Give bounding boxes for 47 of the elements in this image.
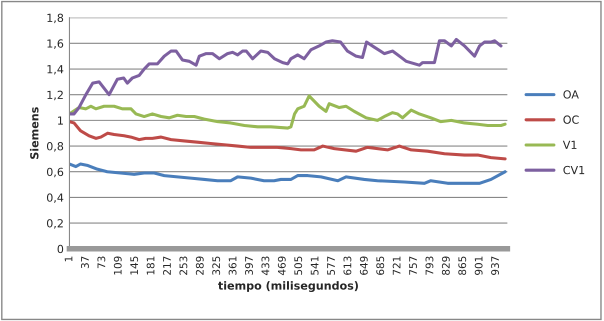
x-tick-label: 217: [163, 256, 171, 275]
x-tick-label: 721: [392, 256, 400, 275]
y-tick-label: 0,6: [46, 168, 64, 178]
x-tick-label: 181: [146, 256, 155, 274]
x-tick-label: 73: [97, 256, 106, 268]
x-tick-label: 649: [360, 256, 368, 275]
x-tick-label: 397: [245, 256, 253, 275]
x-tick-label: 325: [212, 256, 220, 275]
line-series: [69, 38, 503, 116]
y-tick-label: 0,2: [46, 219, 63, 229]
y-tick-label: 1,2: [47, 90, 63, 100]
legend-label: CV1: [563, 166, 584, 174]
line-series: [69, 120, 507, 160]
x-tick-label: 865: [458, 256, 466, 275]
y-tick-label: 1,6: [47, 39, 64, 49]
line-series: [69, 94, 507, 130]
x-tick-label: 613: [343, 256, 352, 275]
x-tick-label: 37: [81, 256, 89, 268]
line-series: [69, 162, 507, 185]
x-tick-label: 469: [278, 256, 286, 276]
y-tick-label: 1: [58, 116, 63, 125]
x-tick-label: 829: [442, 256, 450, 275]
y-tick-label: 0,4: [46, 193, 64, 203]
x-tick-label: 253: [179, 256, 188, 275]
x-tick-label: 289: [196, 256, 204, 275]
x-tick-label: 145: [130, 256, 138, 274]
x-tick-label: 937: [491, 256, 499, 275]
y-tick-label: 0: [58, 244, 64, 254]
legend-label: OC: [563, 115, 579, 124]
x-tick-label: 577: [327, 256, 335, 275]
x-tick-label: 109: [114, 256, 122, 274]
y-tick-label: 1,8: [47, 14, 64, 24]
y-tick-label: 0,8: [46, 142, 64, 152]
x-tick-label: 793: [425, 256, 434, 275]
legend-label: OA: [563, 90, 579, 99]
x-axis-title: tiempo (milisegundos): [218, 281, 358, 292]
x-tick-label: 685: [376, 256, 384, 275]
y-axis-title: Siemens: [30, 107, 39, 159]
x-tick-label: 757: [409, 256, 417, 275]
x-tick-label: 1: [64, 256, 72, 262]
x-tick-label: 361: [228, 256, 237, 275]
x-tick-label: 505: [294, 256, 302, 275]
legend-label: V1: [562, 140, 576, 149]
x-tick-label: 433: [261, 256, 270, 276]
x-tick-label: 901: [474, 256, 483, 275]
x-tick-label: 541: [310, 256, 319, 275]
y-tick-label: 1,4: [47, 65, 64, 75]
